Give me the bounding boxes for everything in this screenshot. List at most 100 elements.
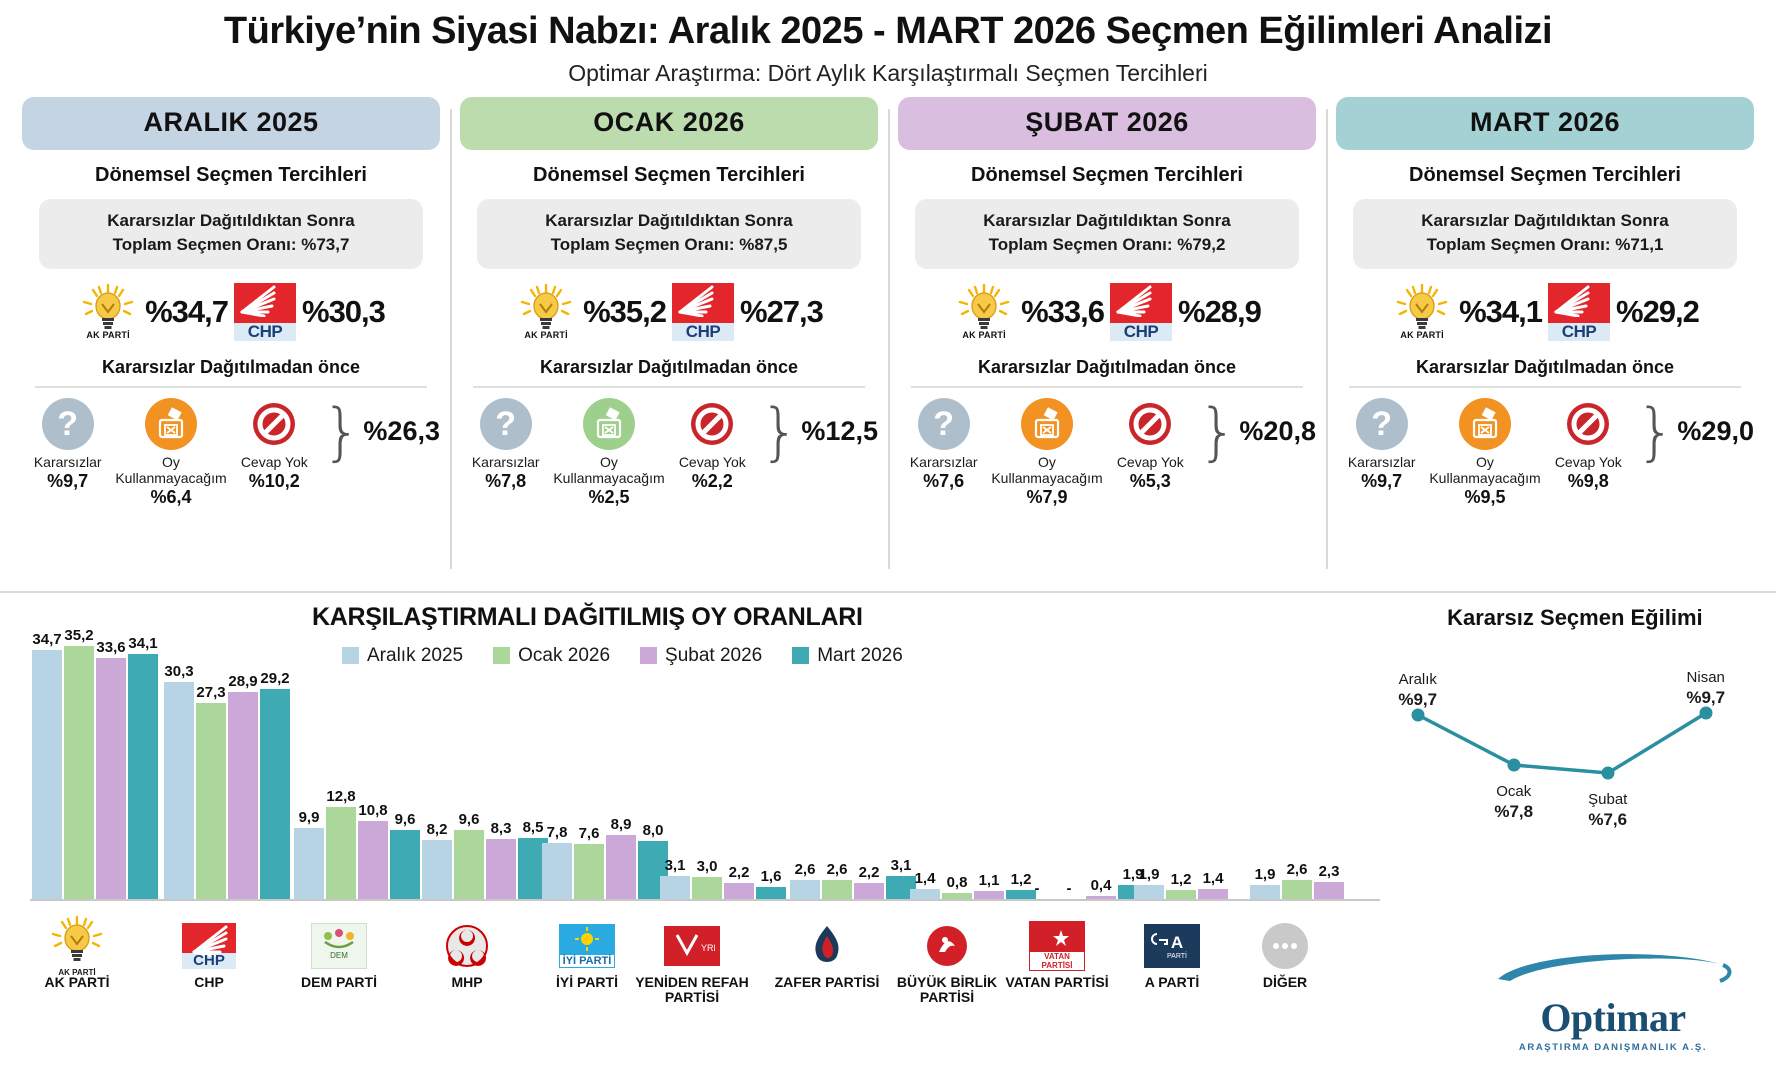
bar-column[interactable]: 8,2 [422, 821, 452, 899]
bar-column[interactable]: 1,2 [1006, 871, 1036, 899]
chp-result: CHP %29,2 [1548, 282, 1700, 341]
ballot-box-icon [596, 407, 622, 439]
bar-column[interactable]: 7,6 [574, 825, 604, 899]
bar-value-label: 2,2 [728, 863, 750, 881]
bar-column[interactable]: 3,1 [660, 857, 690, 899]
svg-text:A: A [1171, 933, 1183, 952]
bar-column[interactable]: 1,4 [1198, 870, 1228, 899]
page-title: Türkiye’nin Siyasi Nabzı: Aralık 2025 - … [223, 10, 1553, 52]
bar-column[interactable]: 0,4 [1086, 877, 1116, 899]
chp-result: CHP %27,3 [672, 282, 824, 341]
x-axis-category[interactable]: VATAN PARTİSİ VATAN PARTİSİ [992, 920, 1122, 990]
ak-parti-logo-text: AK PARTİ [962, 330, 1006, 341]
bar-column[interactable]: 30,3 [164, 663, 194, 899]
no-answer-icon [253, 402, 296, 445]
legend-swatch [342, 647, 359, 665]
bar-value-label: 27,3 [196, 684, 226, 702]
bar-column[interactable]: 9,9 [294, 809, 324, 899]
month-pill[interactable]: ŞUBAT 2026 [898, 96, 1316, 150]
bar-column[interactable]: 34,1 [128, 635, 158, 899]
line-data-point[interactable] [1601, 766, 1615, 780]
bar-column[interactable]: 2,6 [822, 861, 852, 899]
bar-column[interactable]: 8,9 [606, 816, 636, 899]
bar-value-label: 2,2 [858, 863, 880, 881]
month-pill[interactable]: ARALIK 2025 [22, 96, 440, 150]
line-point-label: Nisan %9,7 [1686, 668, 1726, 708]
bar-column[interactable]: 2,2 [724, 864, 754, 899]
bar-column[interactable]: 35,2 [64, 627, 94, 899]
total-brace-wrap: } %29,0 [1636, 400, 1754, 463]
bar-column[interactable]: 3,1 [886, 857, 916, 899]
bar-column[interactable]: 1,2 [1166, 871, 1196, 899]
ak-parti-logo: AK PARTİ [953, 283, 1015, 340]
page-subtitle: Optimar Araştırma: Dört Aylık Karşılaştı… [568, 59, 1208, 86]
x-axis-category[interactable]: İYİ PARTİ İYİ PARTİ [522, 921, 652, 990]
bar-column[interactable]: 12,8 [326, 788, 356, 899]
x-axis-line [30, 898, 1380, 901]
bar-column[interactable]: 2,6 [1282, 861, 1312, 899]
bar-value-label: 1,2 [1170, 871, 1192, 889]
bar-value-label: 8,9 [610, 815, 632, 833]
bar-column[interactable]: 33,6 [96, 639, 126, 899]
month-pill[interactable]: OCAK 2026 [460, 96, 878, 150]
bar [1006, 890, 1036, 899]
akp-percent: %35,2 [583, 293, 667, 329]
bar-group: 8,2 9,6 8,3 8,5 [422, 811, 548, 899]
ak-parti-logo-text: AK PARTİ [86, 330, 130, 341]
x-axis-category[interactable]: MHP [402, 921, 532, 990]
line-data-point[interactable] [1507, 758, 1521, 772]
bar-column[interactable]: 1,4 [910, 870, 940, 899]
bar-value-label: 34,7 [32, 631, 62, 649]
total-brace-wrap: } %20,8 [1198, 400, 1316, 463]
bar-column[interactable]: 34,7 [32, 631, 62, 899]
bar-column[interactable]: 10,8 [358, 802, 388, 899]
month-panel: ŞUBAT 2026 Dönemsel Seçmen Tercihleri Ka… [888, 96, 1326, 587]
bar-column[interactable]: 1,9 [1250, 866, 1280, 899]
optimar-name: Optimar [1540, 994, 1686, 1040]
x-axis-category[interactable]: YRP YENİDEN REFAH PARTİSİ [627, 921, 757, 1006]
x-axis-category[interactable]: DİĞER [1220, 921, 1350, 990]
bar-column[interactable]: 9,6 [454, 811, 484, 899]
bar-column[interactable]: 3,0 [692, 858, 722, 899]
bar-column[interactable]: 27,3 [196, 684, 226, 899]
month-pill[interactable]: MART 2026 [1336, 96, 1754, 150]
x-axis-category[interactable]: CHP CHP [144, 921, 274, 990]
bar-column[interactable]: 28,9 [228, 673, 258, 899]
x-axis-category[interactable]: DEM DEM PARTİ [274, 921, 404, 990]
x-axis-category[interactable]: ZAFER PARTİSİ [762, 921, 892, 990]
bar-column[interactable]: 1,1 [974, 872, 1004, 899]
bar-column[interactable]: 9,6 [390, 811, 420, 899]
bar-column[interactable]: 1,6 [756, 868, 786, 899]
ak-parti-bulb-icon [51, 915, 103, 961]
bar-column[interactable]: 7,8 [542, 824, 572, 899]
question-mark-icon: ? [917, 397, 970, 450]
bar-group: 2,6 2,6 2,2 3,1 [790, 857, 916, 899]
x-axis-category[interactable]: A PARTİ A PARTİ [1107, 921, 1237, 990]
bar-value-label: 1,6 [760, 868, 782, 886]
chp-logo: CHP [1110, 282, 1172, 341]
bar-column[interactable]: 2,6 [790, 861, 820, 899]
x-axis-category[interactable]: AK PARTİ AK PARTİ [12, 915, 142, 990]
bar-value-label: 0,4 [1090, 876, 1112, 894]
legend-item[interactable]: Ocak 2026 [493, 645, 610, 667]
bar-column[interactable]: 2,2 [854, 864, 884, 899]
ak-parti-logo: AK PARTİ [77, 283, 139, 340]
bar-column[interactable]: - [1022, 880, 1052, 899]
bar-column[interactable]: 2,3 [1314, 863, 1344, 899]
legend-item[interactable]: Aralık 2025 [342, 645, 463, 667]
line-data-point[interactable] [1699, 706, 1713, 720]
bar [390, 829, 420, 899]
line-data-point[interactable] [1411, 708, 1425, 722]
bar-column[interactable]: 8,3 [486, 820, 516, 899]
bar-column[interactable]: 1,9 [1134, 866, 1164, 899]
bar-column[interactable]: - [1054, 880, 1084, 899]
legend-item[interactable]: Mart 2026 [792, 645, 903, 667]
bar-column[interactable]: 29,2 [260, 670, 290, 899]
bar-value-label: 29,2 [260, 670, 290, 688]
dem-parti-logo-icon: DEM [324, 928, 354, 960]
charts-section: KARŞILAŞTIRMALI DAĞITILMIŞ OY ORANLARI A… [0, 593, 1776, 1073]
party-logo: CHP [144, 921, 274, 971]
line-chart: Kararsız Seçmen Eğilimi Aralık %9,7 Ocak %7… [1386, 599, 1764, 1073]
bar-column[interactable]: 0,8 [942, 874, 972, 899]
legend-item[interactable]: Şubat 2026 [640, 645, 762, 667]
